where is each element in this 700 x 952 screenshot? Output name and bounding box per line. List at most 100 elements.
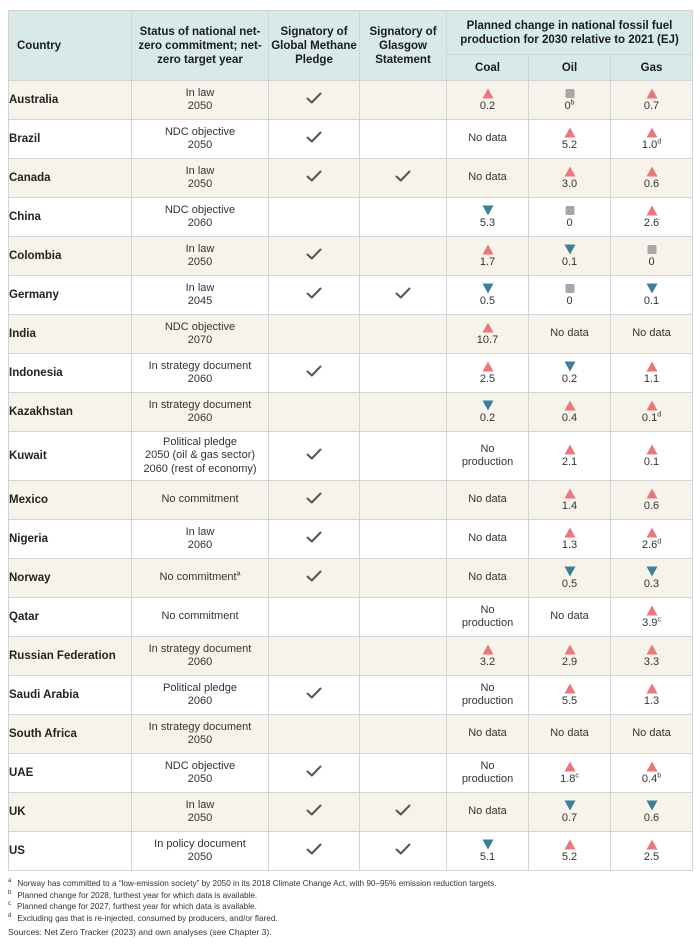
footnote: d Excluding gas that is re-injected, cons… — [8, 913, 692, 925]
country-name: Nigeria — [8, 519, 132, 559]
checkmark-icon — [306, 92, 322, 104]
decrease-triangle-icon — [482, 839, 493, 849]
status-line: No commitment — [132, 610, 268, 624]
gas-change-cell: 2.6d — [610, 519, 693, 559]
decrease-triangle-icon — [482, 283, 493, 293]
table-row: Canada In law 2050 No data 3.0 0.6 — [8, 158, 693, 198]
increase-triangle-icon — [564, 839, 575, 849]
footnote-mark: b — [8, 889, 12, 896]
methane-pledge-cell — [268, 314, 360, 354]
coal-no-production: No — [480, 442, 495, 455]
increase-triangle-icon — [646, 444, 657, 454]
coal-change-cell: No data — [446, 480, 529, 520]
checkmark-icon — [395, 287, 411, 299]
oil-value: 1.4 — [529, 500, 610, 513]
coal-no-production: production — [461, 695, 514, 707]
gas-value: 3.9c — [611, 616, 692, 630]
footnote-marker: b — [657, 771, 662, 779]
glasgow-statement-cell — [359, 119, 447, 159]
gas-value-text: 0.1 — [641, 411, 658, 424]
table-body: Australia In law 2050 0.2 0b 0.7 Brazil NDC obj… — [8, 80, 693, 871]
checkmark-icon — [306, 287, 322, 299]
footnote-marker: c — [575, 771, 579, 779]
checkmark-icon — [306, 365, 322, 377]
gas-value-text: 0.1 — [643, 455, 660, 468]
table-row: Russian Federation In strategy document 20… — [8, 636, 693, 676]
coal-change-cell: No production — [446, 753, 529, 793]
increase-triangle-icon — [646, 644, 657, 654]
increase-triangle-icon — [564, 761, 575, 771]
status-text: 2060 — [187, 539, 213, 551]
gas-value-text: 1.1 — [643, 372, 660, 385]
country-name: Brazil — [8, 119, 132, 159]
glasgow-statement-cell — [359, 792, 447, 832]
status-text: 2070 — [187, 334, 213, 346]
gas-value: 2.6d — [611, 537, 692, 552]
oil-value-text: 5.2 — [561, 850, 578, 863]
status-text: In policy document — [154, 837, 246, 850]
gas-no-data: No data — [632, 327, 671, 340]
checkmark-icon — [395, 843, 411, 855]
status-line: 2060 — [132, 373, 268, 387]
coal-change-cell: 0.2 — [446, 392, 529, 432]
methane-pledge-cell — [268, 675, 360, 715]
methane-pledge-cell — [268, 636, 360, 676]
status-text: Political pledge — [163, 435, 237, 448]
status-line: 2060 — [132, 539, 268, 553]
oil-change-cell: No data — [528, 314, 611, 354]
oil-value: 2.9 — [529, 656, 610, 669]
gas-value-text: 2.6 — [643, 216, 660, 229]
status-line: 2050 — [132, 734, 268, 748]
coal-change-cell: No production — [446, 597, 529, 637]
status-line: In law — [132, 87, 268, 101]
increase-triangle-icon — [646, 88, 657, 98]
header-oil: Oil — [528, 54, 611, 81]
table-row: Brazil NDC objective 2050 No data 5.2 1.0d — [8, 119, 693, 159]
net-zero-status: Political pledge 2050 (oil & gas sector) 2… — [131, 431, 269, 481]
net-zero-status: In strategy document 2060 — [131, 392, 269, 432]
coal-value: 10.7 — [447, 334, 528, 347]
status-text: 2060 — [187, 373, 213, 385]
increase-triangle-icon — [646, 488, 657, 498]
increase-triangle-icon — [564, 400, 575, 410]
no-change-square-icon — [565, 205, 574, 215]
oil-value: 3.0 — [529, 178, 610, 191]
footnote: b Planned change for 2028, furthest year … — [8, 890, 692, 902]
oil-value: 5.5 — [529, 695, 610, 708]
methane-pledge-cell — [268, 158, 360, 198]
oil-value: 5.2 — [529, 851, 610, 864]
checkmark-icon — [395, 804, 411, 816]
net-zero-status: In strategy document 2060 — [131, 353, 269, 393]
status-line: NDC objective — [132, 204, 268, 218]
status-text: 2060 — [187, 412, 213, 424]
decrease-triangle-icon — [646, 283, 657, 293]
oil-value: 1.8c — [529, 771, 610, 786]
gas-value: 3.3 — [611, 656, 692, 669]
methane-pledge-cell — [268, 236, 360, 276]
table-row: Kazakhstan In strategy document 2060 0.2 0.4… — [8, 392, 693, 432]
decrease-triangle-icon — [564, 800, 575, 810]
increase-triangle-icon — [564, 488, 575, 498]
country-name: Russian Federation — [8, 636, 132, 676]
status-line: 2050 (oil & gas sector) — [132, 449, 268, 463]
oil-value-text: 0 — [566, 294, 573, 307]
footnote-marker: d — [657, 537, 662, 545]
status-line: In policy document — [132, 838, 268, 852]
status-text: 2050 — [187, 851, 213, 863]
coal-value-text: 5.3 — [479, 216, 496, 229]
footnote-text: Planned change for 2027, furthest year f… — [17, 902, 257, 912]
coal-value-text: 3.2 — [479, 655, 496, 668]
status-line: 2060 (rest of economy) — [132, 463, 268, 477]
status-text: In law — [185, 242, 215, 255]
decrease-triangle-icon — [482, 400, 493, 410]
country-name: Mexico — [8, 480, 132, 520]
methane-pledge-cell — [268, 119, 360, 159]
increase-triangle-icon — [564, 166, 575, 176]
no-change-square-icon — [565, 88, 574, 98]
increase-triangle-icon — [646, 166, 657, 176]
glasgow-statement-cell — [359, 480, 447, 520]
footnote-marker: a — [236, 570, 241, 578]
gas-change-cell: 1.3 — [610, 675, 693, 715]
oil-no-data: No data — [550, 610, 589, 623]
oil-change-cell: 0.5 — [528, 558, 611, 598]
